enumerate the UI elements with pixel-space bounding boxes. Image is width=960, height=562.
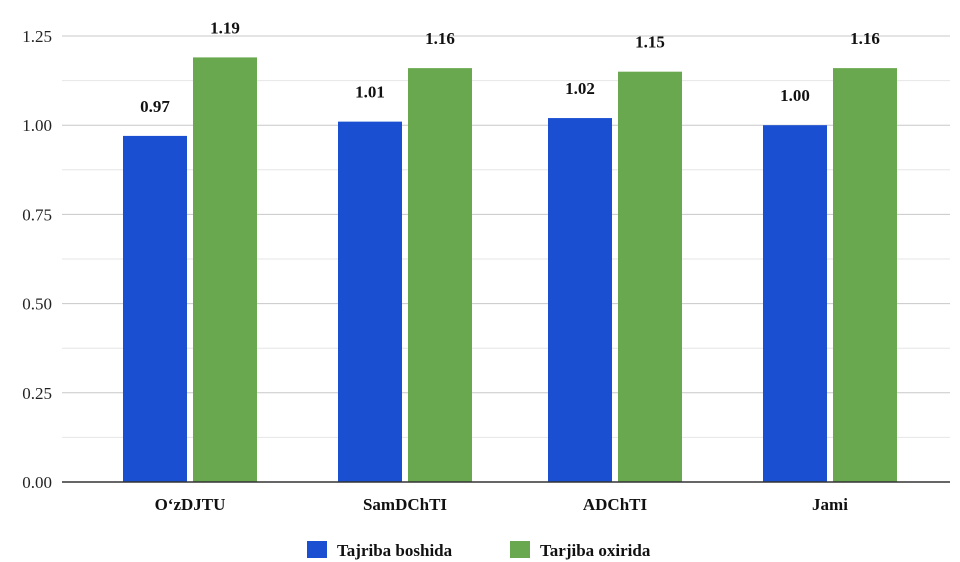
- y-axis-ticks: 0.00 0.25 0.50 0.75 1.00 1.25: [22, 27, 52, 492]
- legend-swatch: [307, 541, 327, 558]
- legend-item-tarjiba-oxirida[interactable]: Tarjiba oxirida: [510, 541, 651, 560]
- x-category-label: Jami: [812, 495, 848, 514]
- data-label: 1.19: [210, 18, 240, 37]
- y-tick-label: 1.25: [22, 27, 52, 46]
- bar-tajriba-boshida: [763, 125, 827, 482]
- bar-tarjiba-oxirida: [833, 68, 897, 482]
- y-tick-label: 0.00: [22, 473, 52, 492]
- x-category-label: SamDChTI: [363, 495, 447, 514]
- legend-swatch: [510, 541, 530, 558]
- y-tick-label: 0.75: [22, 205, 52, 224]
- y-tick-label: 1.00: [22, 116, 52, 135]
- bar-tajriba-boshida: [548, 118, 612, 483]
- bars: [123, 57, 897, 483]
- legend-label: Tarjiba oxirida: [540, 541, 651, 560]
- x-category-label: ADChTI: [583, 495, 648, 514]
- y-tick-label: 0.25: [22, 384, 52, 403]
- data-label: 1.15: [635, 33, 665, 52]
- data-label: 1.16: [425, 29, 455, 48]
- x-category-label: O‘zDJTU: [155, 495, 226, 514]
- bar-tajriba-boshida: [123, 135, 187, 483]
- data-label: 1.02: [565, 79, 595, 98]
- bar-tarjiba-oxirida: [408, 68, 472, 482]
- data-label: 0.97: [140, 97, 170, 116]
- bar-tarjiba-oxirida: [618, 71, 682, 483]
- data-label: 1.16: [850, 29, 880, 48]
- bar-tajriba-boshida: [338, 121, 402, 482]
- data-label: 1.00: [780, 86, 810, 105]
- y-tick-label: 0.50: [22, 295, 52, 314]
- bar-tarjiba-oxirida: [193, 57, 257, 483]
- legend-item-tajriba-boshida[interactable]: Tajriba boshida: [307, 541, 453, 560]
- data-labels: 0.97 1.19 1.01 1.16 1.02 1.15 1.00 1.16: [140, 18, 880, 115]
- data-label: 1.01: [355, 83, 385, 102]
- legend[interactable]: Tajriba boshida Tarjiba oxirida: [307, 541, 651, 560]
- x-axis: O‘zDJTU SamDChTI ADChTI Jami: [62, 481, 950, 514]
- legend-label: Tajriba boshida: [337, 541, 453, 560]
